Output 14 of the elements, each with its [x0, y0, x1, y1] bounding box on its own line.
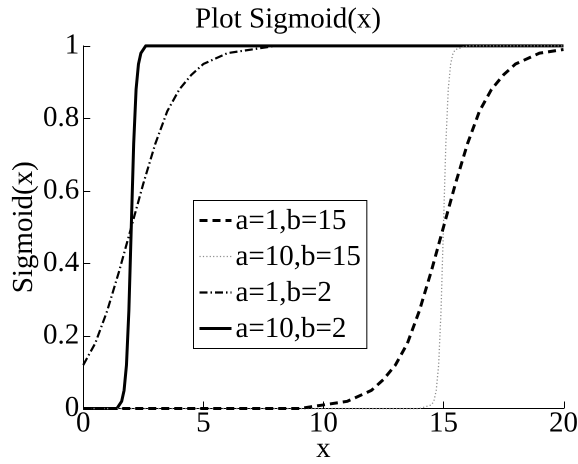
legend-label: a=10,b=2 — [236, 312, 346, 344]
y-tick-label: 1 — [64, 28, 80, 61]
y-tick-label: 0.6 — [43, 174, 80, 206]
legend-label: a=1,b=15 — [236, 204, 346, 236]
x-tick-label: 5 — [196, 406, 211, 438]
legend-label: a=1,b=2 — [236, 276, 332, 308]
y-axis-title: Sigmoid(x) — [7, 161, 40, 294]
y-tick-label: 0.8 — [43, 101, 80, 134]
y-tick-label: 0.4 — [43, 246, 80, 278]
chart-title: Plot Sigmoid(x) — [194, 2, 382, 35]
x-tick-label: 20 — [549, 406, 578, 438]
legend-label: a=10,b=15 — [236, 240, 361, 272]
x-tick-label: 15 — [428, 406, 458, 438]
y-tick-label: 0.2 — [43, 318, 80, 351]
